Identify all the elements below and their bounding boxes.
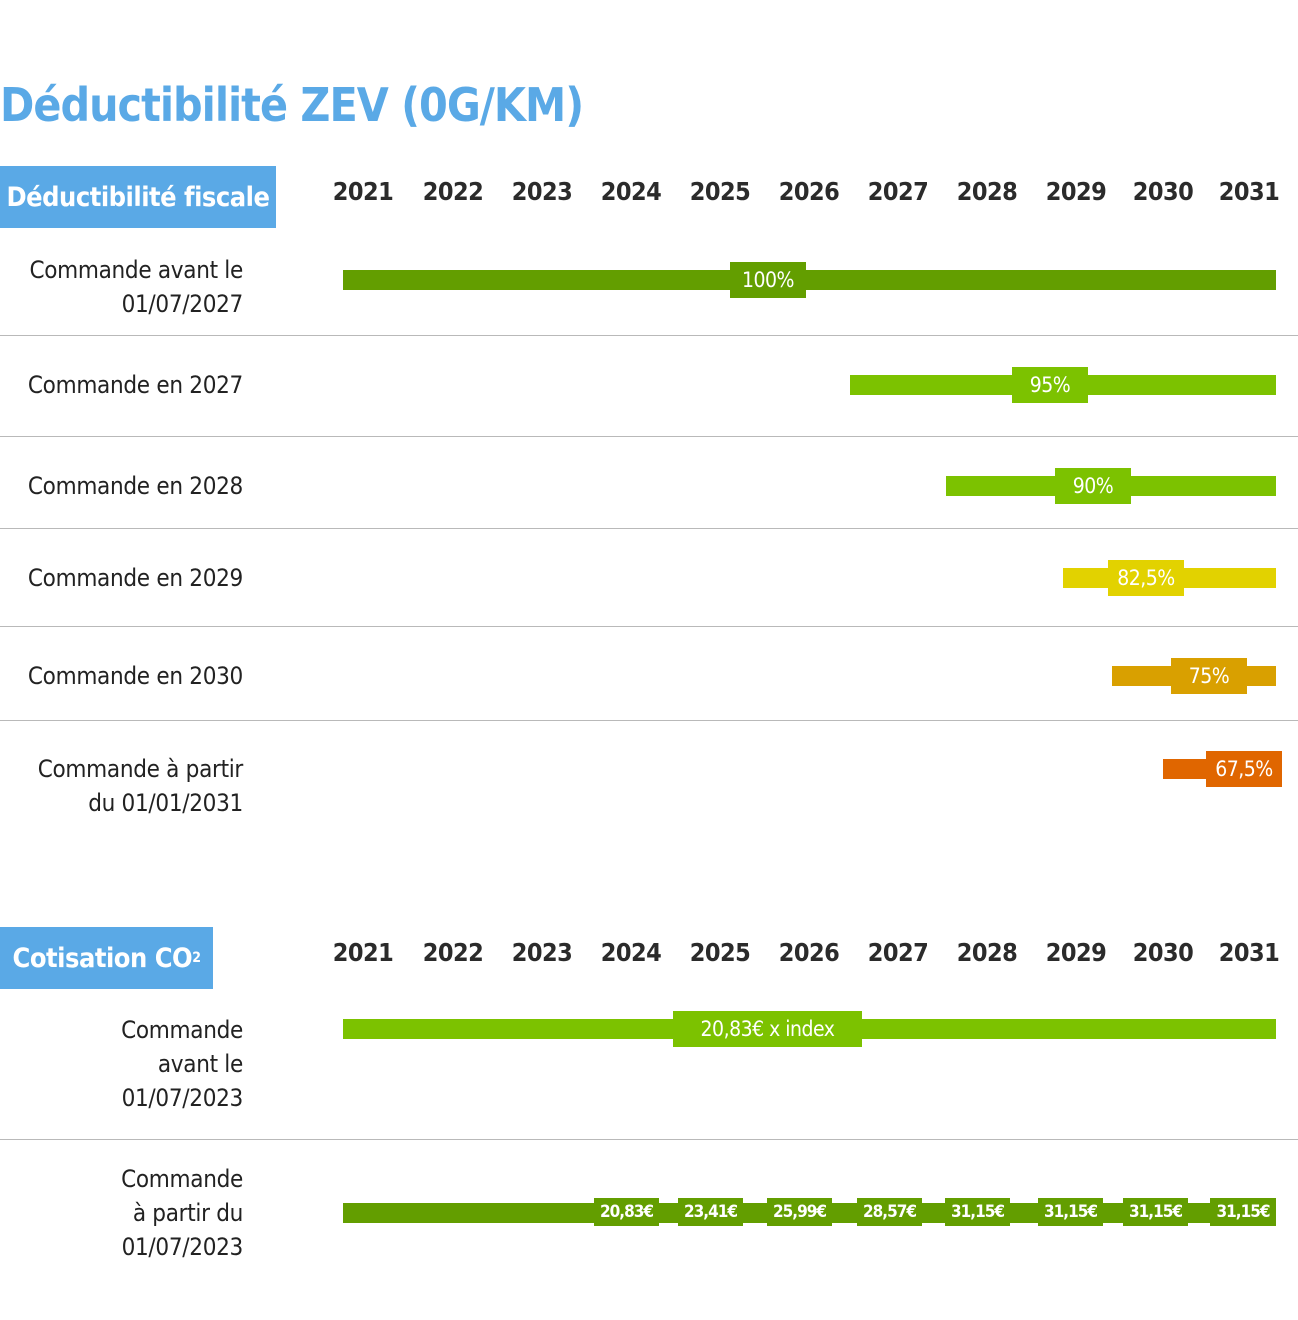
s2-year-2023: 2023 [511,938,573,967]
row-divider [0,1139,1298,1140]
bar-value-label: 100% [730,262,806,298]
s2-year-2024: 2024 [600,938,662,967]
bar-value-label: 95% [1012,367,1088,403]
s1-year-2023: 2023 [511,177,573,206]
s2-year-2030: 2030 [1132,938,1194,967]
row-label-0: Commande avant le 01/07/2027 [29,256,243,318]
row-label-1: Commande en 2027 [27,371,243,399]
s1-year-2024: 2024 [600,177,662,206]
s1-year-2022: 2022 [422,177,484,206]
s1-year-2027: 2027 [867,177,929,206]
row-label-4: Commande en 2030 [27,662,243,690]
point-label-2030: 31,15€ [1123,1198,1188,1226]
s2-year-2028: 2028 [956,938,1018,967]
s2-year-2025: 2025 [689,938,751,967]
row-label-5: Commande à partir du 01/01/2031 [37,755,244,817]
s2-year-2022: 2022 [422,938,484,967]
s1-year-2021: 2021 [332,177,394,206]
bar-value-label: 82,5% [1108,560,1184,596]
row-label-3: Commande en 2029 [27,564,243,592]
point-label-2025: 23,41€ [678,1198,743,1226]
point-label-2024: 20,83€ [594,1198,659,1226]
row-divider [0,436,1298,437]
badge-text: Cotisation CO [12,942,193,974]
s1-year-2031: 2031 [1218,177,1280,206]
badge-sup: 2 [192,950,201,966]
row-divider [0,626,1298,627]
s1-year-2025: 2025 [689,177,751,206]
point-label-2029: 31,15€ [1038,1198,1103,1226]
page-title: Déductibilité ZEV (0G/KM) [0,78,584,132]
point-label-2028: 31,15€ [945,1198,1010,1226]
bar-2021 [343,270,1276,290]
s2-year-2027: 2027 [867,938,929,967]
bar-value-label: 90% [1055,468,1131,504]
s2-year-2026: 2026 [778,938,840,967]
point-label-2027: 28,57€ [857,1198,922,1226]
s2-year-2029: 2029 [1045,938,1107,967]
row-divider [0,335,1298,336]
s2-year-2021: 2021 [332,938,394,967]
section-badge-deductibilite: Déductibilité fiscale [0,166,276,228]
s1-year-2029: 2029 [1045,177,1107,206]
s1-year-2030: 2030 [1132,177,1194,206]
s1-year-2028: 2028 [956,177,1018,206]
bar-value-label: 75% [1171,658,1247,694]
row-divider [0,720,1298,721]
bar-value-label: 20,83€ x index [673,1011,862,1047]
row-label-apres: Commande à partir du 01/07/2023 [121,1165,243,1261]
row-divider [0,528,1298,529]
point-label-2031: 31,15€ [1210,1198,1276,1226]
row-label-2: Commande en 2028 [27,472,243,500]
s1-year-2026: 2026 [778,177,840,206]
point-label-2026: 25,99€ [767,1198,832,1226]
s2-year-2031: 2031 [1218,938,1280,967]
row-label-avant: Commande avant le 01/07/2023 [121,1016,243,1112]
section-badge-cotisation: Cotisation CO 2 [0,927,213,989]
bar-value-label: 67,5% [1206,751,1282,787]
